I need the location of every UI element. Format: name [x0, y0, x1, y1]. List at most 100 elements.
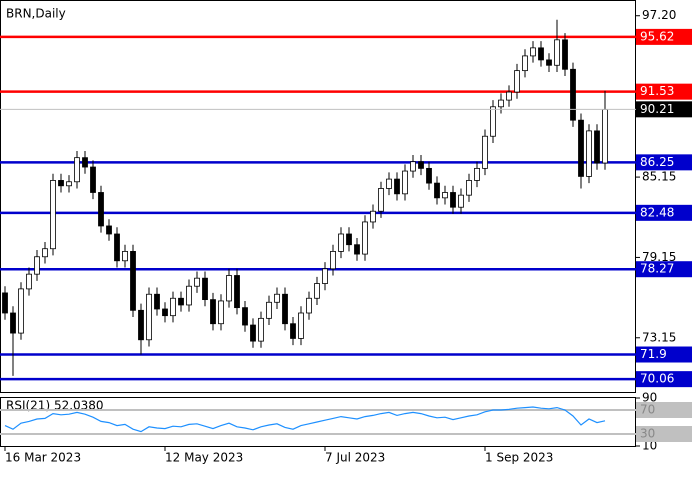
candle-body: [330, 251, 336, 270]
candle-body: [370, 210, 376, 223]
candle-body: [402, 170, 408, 195]
last-price-box: [636, 101, 692, 118]
candle-body: [562, 39, 568, 70]
candle-body: [474, 167, 480, 181]
level-box: [636, 426, 692, 442]
candle-body: [26, 273, 32, 290]
x-tick-label: 7 Jul 2023: [325, 451, 385, 465]
candle-body: [538, 47, 544, 61]
candle-body: [530, 47, 536, 57]
level-box: [636, 154, 692, 171]
y-tick-label: 79.15: [642, 250, 676, 264]
chart-title: BRN,Daily: [6, 7, 66, 21]
candle-body: [210, 299, 216, 325]
candle-body: [362, 221, 368, 255]
candle-body: [586, 130, 592, 177]
candle-body: [18, 288, 24, 334]
candle-body: [322, 268, 328, 284]
candle-body: [506, 91, 512, 101]
candle-body: [42, 248, 48, 258]
candle-body: [178, 297, 184, 306]
y-tick-label: 85.15: [642, 170, 676, 184]
candle-body: [514, 70, 520, 93]
candle-body: [226, 275, 232, 302]
candle-body: [354, 244, 360, 255]
level-label: 91.53: [640, 84, 674, 98]
candle-body: [498, 99, 504, 108]
candle-body: [130, 251, 136, 311]
level-label: 82.48: [640, 205, 674, 219]
candle-body: [594, 130, 600, 164]
level-label: 78.27: [640, 262, 674, 276]
candle-body: [154, 293, 160, 310]
candle-body: [306, 297, 312, 314]
candle-body: [490, 106, 496, 137]
candle-body: [162, 308, 168, 317]
level-box: [636, 346, 692, 363]
candle-body: [346, 233, 352, 246]
level-label: 95.62: [640, 29, 674, 43]
x-tick-label: 16 Mar 2023: [5, 451, 81, 465]
x-tick-label: 12 May 2023: [165, 451, 243, 465]
level-box: [636, 261, 692, 278]
level-box: [636, 371, 692, 388]
candle-body: [90, 166, 96, 193]
main-frame: [0, 0, 636, 393]
candle-body: [66, 181, 72, 187]
candle-body: [266, 301, 272, 319]
candle-body: [578, 119, 584, 177]
candle-body: [290, 323, 296, 339]
candle-body: [250, 324, 256, 342]
level-label: 70.06: [640, 372, 674, 386]
candle-body: [170, 297, 176, 317]
candle-body: [146, 293, 152, 341]
level-label: 30: [640, 427, 655, 441]
level-box: [636, 83, 692, 100]
candle-body: [138, 309, 144, 341]
level-box: [636, 204, 692, 221]
y-tick-label: 90: [642, 391, 657, 405]
candle-body: [482, 135, 488, 169]
candle-body: [394, 178, 400, 195]
x-tick-label: 1 Sep 2023: [485, 451, 553, 465]
candle-body: [282, 293, 288, 325]
candle-body: [466, 180, 472, 196]
rsi-line: [4, 406, 606, 433]
level-box: [636, 402, 692, 418]
candle-body: [570, 68, 576, 121]
candle-body: [50, 180, 56, 250]
candle-body: [58, 180, 64, 187]
candle-body: [258, 317, 264, 342]
candle-body: [450, 192, 456, 208]
candle-body: [298, 312, 304, 339]
candle-body: [74, 157, 80, 183]
candle-body: [34, 256, 40, 275]
candle-body: [186, 285, 192, 306]
candle-body: [522, 55, 528, 72]
candle-body: [2, 292, 8, 314]
candle-body: [122, 251, 128, 262]
candle-body: [602, 109, 608, 164]
candle-body: [314, 283, 320, 299]
candle-body: [338, 233, 344, 252]
candle-body: [106, 225, 112, 235]
candle-body: [194, 277, 200, 287]
candle-body: [10, 312, 16, 334]
last-price-label: 90.21: [640, 102, 674, 116]
y-tick-label: 97.20: [642, 8, 676, 22]
candle-body: [442, 192, 448, 199]
rsi-frame: [0, 397, 636, 447]
candle-body: [418, 161, 424, 169]
candle-body: [426, 167, 432, 184]
candle-body: [234, 275, 240, 309]
level-label: 86.25: [640, 155, 674, 169]
candle-body: [242, 307, 248, 326]
candle-body: [546, 59, 552, 66]
level-box: [636, 28, 692, 45]
candle-body: [386, 178, 392, 189]
candle-body: [554, 39, 560, 66]
candle-body: [410, 161, 416, 172]
candle-body: [82, 157, 88, 168]
